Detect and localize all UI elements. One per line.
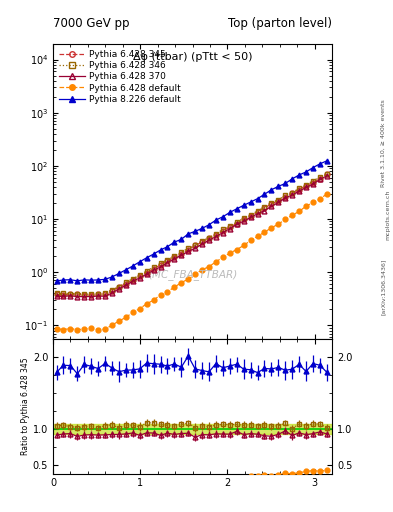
Bar [53,424,332,434]
Legend: Pythia 6.428 345, Pythia 6.428 346, Pythia 6.428 370, Pythia 6.428 default, Pyth: Pythia 6.428 345, Pythia 6.428 346, Pyth… [57,48,183,105]
Text: [arXiv:1306.3436]: [arXiv:1306.3436] [381,259,386,315]
Text: mcplots.cern.ch: mcplots.cern.ch [386,190,391,240]
Text: Top (parton level): Top (parton level) [228,17,332,30]
Text: Δφ (ttbar) (pTtt < 50): Δφ (ttbar) (pTtt < 50) [133,52,252,62]
Y-axis label: Ratio to Pythia 6.428 345: Ratio to Pythia 6.428 345 [21,357,30,455]
Text: (MC_FBA_TTBAR): (MC_FBA_TTBAR) [148,269,237,280]
Text: 7000 GeV pp: 7000 GeV pp [53,17,130,30]
Text: Rivet 3.1.10, ≥ 400k events: Rivet 3.1.10, ≥ 400k events [381,99,386,187]
